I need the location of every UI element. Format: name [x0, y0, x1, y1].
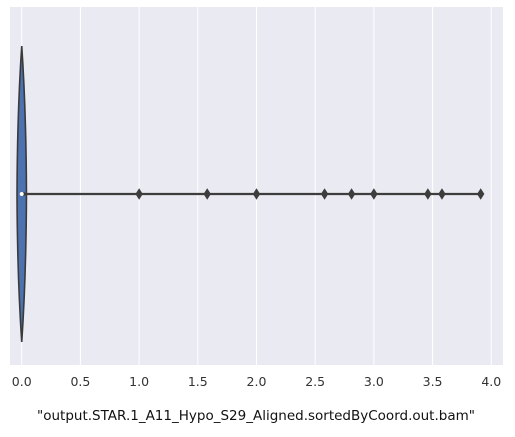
x-tick-label: 3.0 — [364, 374, 384, 389]
outlier-point — [424, 188, 432, 200]
outlier-point — [252, 188, 261, 200]
outlier-point — [203, 188, 211, 200]
x-tick-labels: 0.0 0.5 1.0 1.5 2.0 2.5 3.0 3.5 4.0 — [12, 374, 501, 389]
outlier-layer — [135, 188, 485, 200]
outlier-point — [438, 188, 446, 200]
outlier-point — [370, 188, 378, 200]
whisker-layer — [19, 192, 481, 196]
outlier-point — [477, 188, 485, 200]
median-point — [19, 192, 24, 196]
outlier-point — [320, 188, 329, 200]
outlier-point — [135, 188, 143, 200]
outlier-point — [347, 188, 356, 200]
x-tick-label: 0.0 — [12, 374, 32, 389]
x-tick-label: 4.0 — [481, 374, 501, 389]
x-tick-label: 1.5 — [188, 374, 208, 389]
x-tick-label: 1.0 — [129, 374, 149, 389]
x-tick-label: 0.5 — [70, 374, 90, 389]
x-tick-label: 2.0 — [247, 374, 267, 389]
x-axis-label: "output.STAR.1_A11_Hypo_S29_Aligned.sort… — [37, 408, 475, 424]
x-tick-label: 2.5 — [305, 374, 325, 389]
x-tick-label: 3.5 — [423, 374, 443, 389]
